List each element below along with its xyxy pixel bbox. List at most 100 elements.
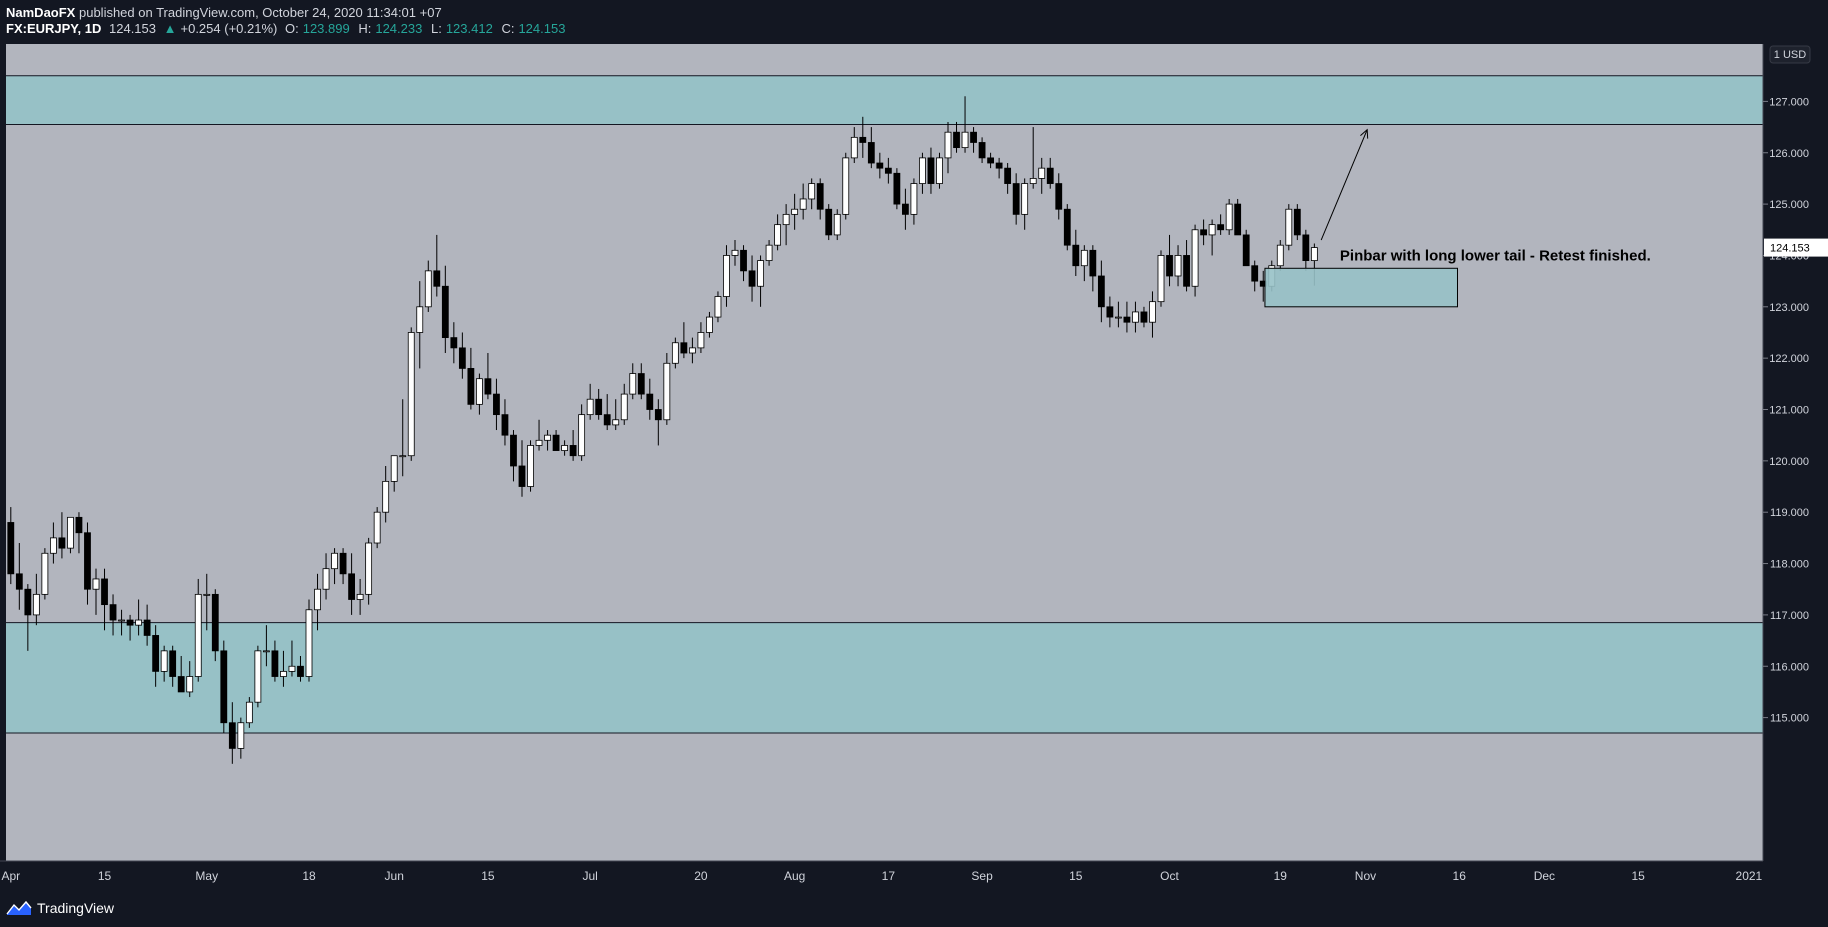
candle-body (237, 722, 245, 749)
candle-body (1149, 301, 1156, 323)
candle-body (1200, 229, 1207, 236)
candle-3 (32, 573, 40, 626)
x-tick-label: May (195, 869, 218, 883)
candle-body (314, 588, 321, 611)
candle-129 (1106, 296, 1114, 328)
candle-body (1234, 203, 1242, 236)
candle-83 (714, 291, 722, 323)
plot-background (6, 44, 1763, 861)
candle-body (220, 650, 228, 724)
candle-94 (808, 178, 816, 210)
x-tick-label: Jun (385, 869, 404, 883)
candle-body (1063, 208, 1071, 246)
candle-body (1004, 167, 1012, 184)
last-price-label: 124.153 (1770, 243, 1810, 255)
candle-body (842, 157, 850, 215)
price-chart[interactable]: Pinbar with long lower tail - Retest fin… (0, 44, 1828, 889)
candle-119 (1021, 178, 1029, 230)
candle-69 (595, 388, 603, 420)
time-axis[interactable] (0, 861, 1763, 889)
candle-body (850, 136, 858, 159)
candle-body (92, 578, 100, 590)
x-tick-label: 17 (882, 869, 896, 883)
candle-body (586, 398, 594, 416)
candle-90 (774, 214, 781, 251)
candle-22 (194, 578, 202, 682)
candle-113 (970, 127, 977, 153)
candle-88 (757, 255, 764, 307)
candle-152 (1302, 229, 1310, 271)
candle-body (24, 588, 32, 616)
target-arrow-line (1320, 129, 1368, 241)
candle-body (15, 573, 23, 590)
candle-body (1089, 249, 1097, 277)
price-axis[interactable] (1763, 44, 1828, 861)
candle-103 (884, 157, 892, 184)
candle-78 (671, 337, 679, 369)
candle-44 (382, 465, 390, 523)
candle-body (1123, 316, 1131, 323)
symbol-label[interactable]: FX:EURJPY, 1D (6, 21, 102, 36)
candle-body (1097, 275, 1105, 308)
candle-body (416, 306, 424, 333)
candle-body (740, 249, 747, 272)
candle-151 (1293, 204, 1301, 241)
candle-body (748, 270, 756, 287)
publish-text: published on TradingView.com, October 24… (78, 5, 442, 20)
author-name[interactable]: NamDaoFX (6, 5, 76, 20)
candle-body (1276, 244, 1284, 267)
candle-body (424, 270, 432, 308)
candle-102 (876, 152, 884, 179)
candle-15 (135, 599, 143, 636)
candle-body (101, 578, 108, 606)
candle-body (1038, 167, 1046, 179)
candle-body (407, 332, 415, 457)
candle-57 (493, 378, 500, 431)
candle-body (203, 593, 211, 596)
y-tick-label: 122.000 (1769, 353, 1809, 365)
candle-76 (654, 399, 662, 446)
candle-7 (67, 516, 74, 554)
candle-115 (987, 152, 994, 169)
candle-111 (953, 121, 960, 153)
candle-body (808, 183, 816, 200)
x-tick-label: 15 (1631, 869, 1645, 883)
tradingview-brand[interactable]: TradingView (6, 900, 114, 916)
candle-body (1225, 203, 1233, 231)
footer: TradingView (0, 889, 1828, 927)
candle-body (603, 414, 611, 426)
candle-body (765, 244, 773, 261)
x-tick-label: Sep (971, 869, 993, 883)
candle-body (450, 337, 458, 349)
candle-126 (1080, 245, 1088, 282)
candle-body (169, 650, 177, 677)
price-change: +0.254 (+0.21%) (180, 21, 278, 36)
candle-61 (527, 440, 534, 492)
brand-label: TradingView (37, 900, 115, 916)
candle-body (867, 142, 875, 164)
close-label: C: (501, 21, 515, 36)
candle-body (1106, 306, 1114, 318)
last-price: 124.153 (109, 21, 156, 36)
candle-47 (407, 327, 415, 461)
candle-43 (373, 507, 381, 549)
candle-138 (1183, 240, 1190, 292)
candle-body (339, 552, 347, 575)
candle-body (1012, 183, 1020, 215)
candle-146 (1251, 260, 1259, 292)
candle-141 (1208, 219, 1216, 256)
candle-body (41, 552, 49, 595)
candle-97 (833, 209, 841, 241)
candle-8 (75, 512, 83, 554)
candle-27 (237, 717, 245, 759)
candle-body (663, 362, 671, 421)
candle-121 (1038, 157, 1046, 194)
candle-39 (339, 548, 347, 585)
candle-body (1217, 224, 1225, 231)
candle-18 (160, 645, 168, 682)
candle-body (1302, 234, 1310, 261)
candle-112 (961, 96, 969, 153)
x-tick-label: 18 (302, 869, 316, 883)
y-tick-label: 123.000 (1769, 302, 1809, 314)
candle-131 (1123, 301, 1131, 333)
